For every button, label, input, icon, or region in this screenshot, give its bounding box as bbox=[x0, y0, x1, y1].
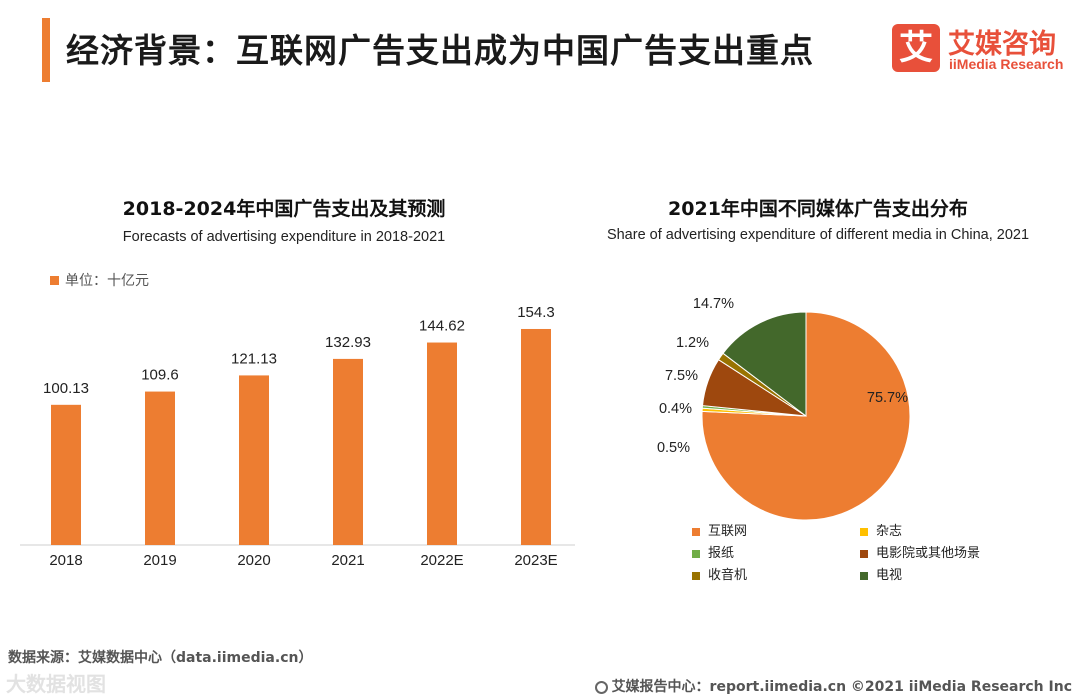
watermark: 大数据视图 bbox=[6, 672, 106, 696]
bar-value-label: 109.6 bbox=[141, 367, 179, 384]
x-tick-label: 2019 bbox=[143, 552, 176, 569]
legend-swatch bbox=[860, 571, 868, 580]
bar bbox=[145, 391, 175, 545]
title-accent-bar bbox=[42, 18, 50, 82]
legend-swatch bbox=[860, 527, 868, 536]
bar bbox=[427, 342, 457, 545]
x-tick-label: 2020 bbox=[237, 552, 270, 569]
pie-chart: 75.7% 0.5% 0.4% 7.5% 1.2% 14.7% bbox=[657, 296, 911, 521]
legend-label: 电视 bbox=[876, 568, 903, 583]
bar-value-label: 121.13 bbox=[231, 350, 277, 367]
x-tick-label: 2021 bbox=[331, 552, 364, 569]
legend-label: 杂志 bbox=[876, 524, 903, 539]
x-tick-label: 2018 bbox=[49, 552, 82, 569]
legend-swatch bbox=[692, 571, 700, 580]
bar bbox=[51, 404, 81, 545]
legend-label: 报纸 bbox=[708, 546, 735, 561]
legend-item: 杂志 bbox=[860, 520, 902, 539]
pie-slice-label: 7.5% bbox=[665, 368, 698, 384]
logo-english-name: iiMedia Research bbox=[949, 56, 1064, 72]
bar-value-label: 100.13 bbox=[43, 380, 89, 397]
pie-slice-label: 0.5% bbox=[657, 440, 690, 456]
legend-label: 收音机 bbox=[708, 568, 748, 583]
pie-chart-subtitle: Share of advertising expenditure of diff… bbox=[606, 227, 1030, 243]
logo-chinese-name: 艾媒咨询 bbox=[948, 29, 1056, 60]
pie-slice-label: 0.4% bbox=[659, 401, 692, 417]
legend-item: 电影院或其他场景 bbox=[860, 542, 980, 561]
pie-slice bbox=[722, 311, 807, 418]
legend-label: 互联网 bbox=[708, 524, 748, 539]
legend-swatch bbox=[692, 549, 700, 558]
legend-swatch bbox=[692, 527, 700, 536]
bar-value-label: 132.93 bbox=[325, 334, 371, 351]
unit-label: 单位：十亿元 bbox=[65, 273, 149, 289]
x-tick-label: 2022E bbox=[420, 552, 463, 569]
bar-chart: 100.13 2018 109.6 2019 121.13 2020 132.93 2021 1… bbox=[20, 304, 575, 569]
legend-item: 收音机 bbox=[692, 564, 747, 583]
brand-logo: 艾 艾媒咨询 iiMedia Research bbox=[892, 22, 1072, 78]
legend-item: 报纸 bbox=[692, 542, 734, 561]
legend-swatch bbox=[860, 549, 868, 558]
bar-chart-title: 2018-2024年中国广告支出及其预测 bbox=[122, 198, 446, 220]
legend-item: 互联网 bbox=[692, 520, 747, 539]
pie-slice-label: 75.7% bbox=[867, 390, 908, 406]
footer-report: 艾媒报告中心：report.iimedia.cn ©2021 iiMedia R… bbox=[594, 676, 1072, 696]
pie-chart-title: 2021年中国不同媒体广告支出分布 bbox=[668, 198, 968, 220]
data-source: 数据来源：艾媒数据中心（data.iimedia.cn） bbox=[8, 650, 313, 666]
bar bbox=[521, 328, 551, 545]
bar-value-label: 154.3 bbox=[517, 304, 555, 321]
pie-slice-label: 14.7% bbox=[693, 296, 734, 312]
bar-value-label: 144.62 bbox=[419, 318, 465, 335]
bar-chart-subtitle: Forecasts of advertising expenditure in … bbox=[122, 229, 446, 245]
legend-item: 电视 bbox=[860, 564, 902, 583]
logo-icon: 艾 bbox=[892, 24, 940, 72]
legend-label: 电影院或其他场景 bbox=[876, 546, 981, 561]
x-tick-label: 2023E bbox=[514, 552, 557, 569]
pie-slice-label: 1.2% bbox=[676, 335, 709, 351]
bar bbox=[239, 375, 269, 545]
page-title: 经济背景：互联网广告支出成为中国广告支出重点 bbox=[66, 31, 814, 70]
globe-icon bbox=[594, 681, 608, 694]
bar-chart-unit: 单位：十亿元 bbox=[50, 270, 149, 290]
unit-swatch bbox=[50, 276, 59, 285]
footer-report-text: 艾媒报告中心：report.iimedia.cn ©2021 iiMedia R… bbox=[611, 679, 1072, 695]
bar bbox=[333, 358, 363, 545]
